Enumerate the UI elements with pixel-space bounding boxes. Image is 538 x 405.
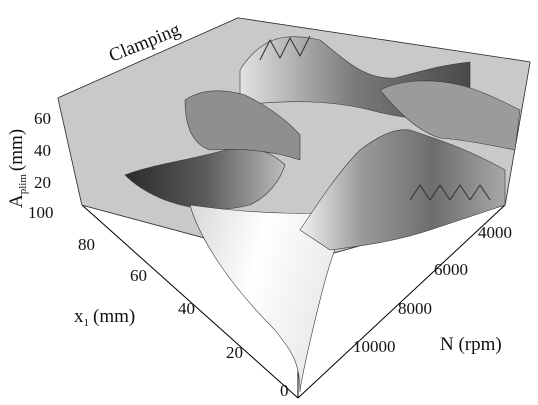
y-tick: 10000: [353, 337, 396, 356]
x-tick: 20: [226, 343, 243, 362]
z-tick: 60: [34, 109, 51, 128]
y-axis: 10000 8000 6000 4000 N (rpm): [353, 223, 512, 356]
y-tick: 6000: [434, 260, 468, 279]
surface-right-valley: [299, 129, 506, 251]
x-axis-label: x1 (mm): [74, 306, 135, 329]
surface-trough-left: [184, 90, 301, 161]
x-tick: 100: [28, 203, 54, 222]
z-tick: 40: [34, 141, 51, 160]
surface-right-ridge: [379, 80, 521, 151]
y-axis-label: N (rpm): [440, 334, 502, 355]
y-tick: 8000: [398, 299, 432, 318]
x-tick: 80: [78, 235, 95, 254]
surface-serrations: [409, 184, 491, 201]
z-axis: 60 40 20 Aplim(mm): [6, 109, 51, 208]
x-tick: 0: [280, 381, 289, 400]
surface-bowl-left: [124, 147, 286, 210]
x-axis: 100 80 60 40 20 0 x1 (mm): [28, 203, 289, 400]
z-tick: 20: [34, 173, 51, 192]
surface: [57, 17, 531, 393]
z-axis-label: Aplim(mm): [6, 129, 29, 208]
y-tick: 4000: [478, 223, 512, 242]
x-tick: 40: [178, 299, 195, 318]
x-tick: 60: [130, 266, 147, 285]
